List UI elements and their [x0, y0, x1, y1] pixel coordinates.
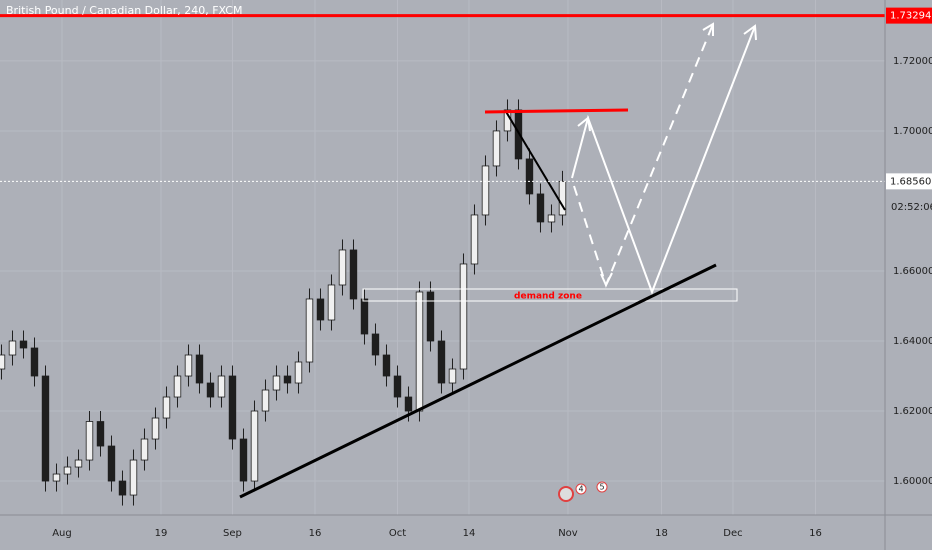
candles	[0, 99, 567, 506]
x-tick-label: Oct	[389, 528, 406, 539]
candle-body	[338, 249, 347, 286]
candle-body	[129, 459, 138, 496]
y-tick-label: 1.70000	[893, 126, 932, 137]
candle-body	[327, 284, 336, 321]
candle-body	[85, 421, 94, 461]
candle-body	[261, 389, 270, 412]
candle-body	[514, 109, 523, 160]
y-tick-label: 1.72000	[893, 56, 932, 67]
candle-body	[118, 480, 127, 496]
candle-body	[217, 375, 226, 398]
candle-body	[470, 214, 479, 265]
candle-body	[536, 193, 545, 223]
demand-zone-box	[362, 288, 738, 302]
countdown: 02:52:06	[891, 202, 932, 213]
resistance-line	[484, 108, 629, 114]
arrow-head	[702, 22, 714, 36]
candle-body	[184, 354, 193, 377]
candle-body	[107, 445, 116, 482]
y-tick-label: 1.60000	[893, 476, 932, 487]
candle-body	[393, 375, 402, 398]
candle-body	[195, 354, 204, 384]
chart-title: British Pound / Canadian Dollar, 240, FX…	[6, 4, 242, 17]
candle-body	[272, 375, 281, 391]
candle-body	[19, 340, 28, 349]
price-label: 1.68560	[890, 176, 931, 187]
candle-body	[437, 340, 446, 384]
event-badge-count: 5	[599, 483, 604, 492]
x-tick-label: 16	[809, 528, 822, 539]
candle-body	[481, 165, 490, 216]
candle-body	[30, 347, 39, 377]
price-label: 1.73294	[890, 11, 931, 22]
event-badge	[575, 483, 587, 495]
trendline	[239, 263, 717, 499]
candle-body	[547, 214, 556, 223]
candle-body	[228, 375, 237, 440]
candle-body	[96, 421, 105, 447]
candle-body	[349, 249, 358, 300]
x-tick-label: 18	[655, 528, 668, 539]
candle-body	[492, 130, 501, 167]
candle-body	[294, 361, 303, 384]
candle-body	[415, 291, 424, 412]
x-tick-label: Nov	[558, 528, 578, 539]
candle-body	[206, 382, 215, 398]
x-tick-label: 14	[463, 528, 476, 539]
projection-arrow	[571, 25, 756, 295]
y-tick-label: 1.64000	[893, 336, 932, 347]
candle-body	[52, 473, 61, 482]
candle-body	[283, 375, 292, 384]
x-tick-label: Sep	[223, 528, 242, 539]
candle-body	[162, 396, 171, 419]
candle-body	[0, 354, 6, 370]
arrow-head	[600, 272, 613, 288]
demand-zone-label: demand zone	[514, 292, 582, 302]
y-tick-label: 1.66000	[893, 266, 932, 277]
x-tick-label: Aug	[52, 528, 72, 539]
candle-body	[173, 375, 182, 398]
candle-body	[360, 298, 369, 335]
candle-body	[151, 417, 160, 440]
candle-body	[8, 340, 17, 356]
candle-body	[239, 438, 248, 482]
overlay	[0, 14, 885, 182]
y-tick-label: 1.62000	[893, 406, 932, 417]
candle-body	[41, 375, 50, 482]
candle-body	[140, 438, 149, 461]
candle-body	[382, 354, 391, 377]
trendline	[504, 109, 566, 211]
event-badge-count: 4	[578, 485, 583, 494]
candle-body	[459, 263, 468, 370]
candle-body	[525, 158, 534, 195]
arrow-head	[577, 116, 591, 132]
arrow-head	[743, 24, 757, 41]
candle-body	[305, 298, 314, 363]
countdown-box	[887, 199, 932, 215]
x-tick-label: Dec	[723, 528, 742, 539]
candle-body	[316, 298, 325, 321]
event-icon	[558, 486, 574, 502]
candle-body	[250, 410, 259, 482]
candle-body	[448, 368, 457, 384]
candle-body	[63, 466, 72, 475]
candle-body	[74, 459, 83, 468]
price-label-box	[886, 7, 932, 24]
candle-body	[558, 180, 567, 216]
candle-body	[371, 333, 380, 356]
event-badge	[596, 481, 608, 493]
candle-body	[404, 396, 413, 412]
price-label-box	[886, 173, 932, 190]
x-tick-label: 16	[309, 528, 322, 539]
x-tick-label: 19	[155, 528, 168, 539]
candle-body	[426, 291, 435, 342]
